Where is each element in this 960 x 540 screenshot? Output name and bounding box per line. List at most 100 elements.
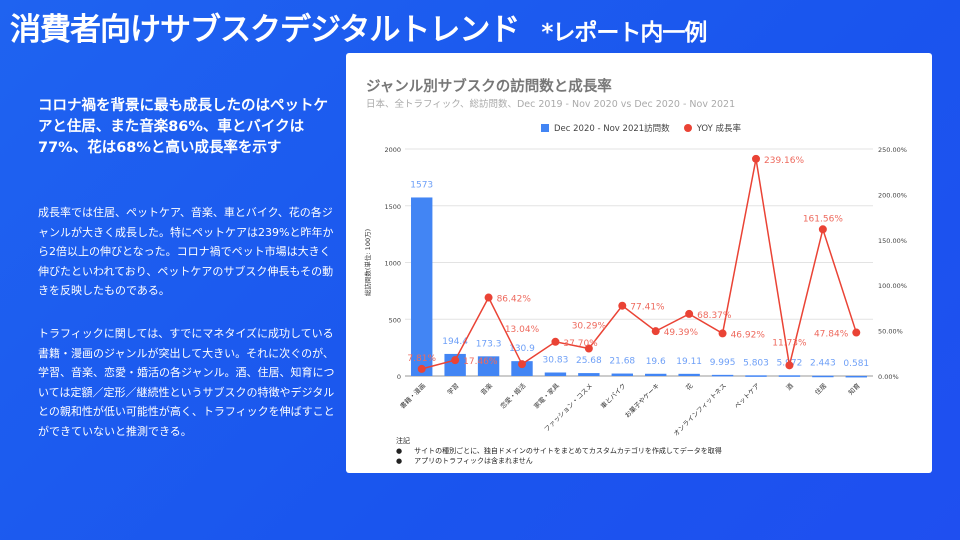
y-tick-label: 2000	[384, 146, 401, 154]
x-tick-label: 知育	[846, 381, 862, 397]
line-value-label: 46.92%	[731, 330, 766, 340]
x-tick-label: 住居	[813, 381, 829, 397]
line-value-label: 49.39%	[664, 328, 699, 338]
note-item: アプリのトラフィックは含まれません	[396, 456, 722, 466]
y2-tick-label: 50.00%	[878, 328, 903, 336]
line-value-label: 30.29%	[572, 321, 607, 331]
x-tick-label: 家電・家具	[531, 381, 561, 411]
line-point	[551, 337, 560, 346]
bar-value-label: 5.803	[743, 358, 769, 368]
line-point	[852, 328, 861, 337]
legend-line-label: YOY 成長率	[696, 124, 742, 134]
bar	[511, 361, 533, 376]
bar	[544, 372, 567, 376]
line-point	[718, 329, 727, 338]
y2-tick-label: 200.00%	[878, 191, 907, 199]
line-point	[618, 301, 627, 310]
x-tick-label: 花	[684, 381, 695, 392]
y-tick-label: 0	[397, 373, 401, 381]
bar-value-label: 25.68	[576, 356, 602, 366]
y-tick-label: 500	[389, 316, 401, 324]
title-note: *レポート内一例	[541, 20, 707, 46]
bar-value-label: 0.581	[843, 359, 869, 369]
x-tick-label: お菓子やケーキ	[623, 381, 662, 420]
legend-line: YOY 成長率	[683, 122, 742, 134]
bar	[678, 373, 700, 376]
bar	[411, 197, 433, 376]
line-value-label: 161.56%	[803, 214, 843, 224]
notes-heading: 注記	[396, 437, 410, 445]
legend-bar: Dec 2020 - Nov 2021訪問数	[541, 122, 670, 134]
line-value-label: 47.84%	[814, 330, 849, 340]
legend-bar-label: Dec 2020 - Nov 2021訪問数	[554, 124, 670, 134]
line-point	[417, 364, 426, 373]
bar-value-label: 1573	[410, 180, 433, 190]
legend-bar-swatch	[541, 124, 549, 132]
line-point	[785, 361, 794, 370]
line-value-label: 77.41%	[630, 303, 665, 313]
line-point	[651, 327, 660, 336]
line-point	[484, 293, 493, 302]
note-item: サイトの種別ごとに、独自ドメインのサイトをまとめてカスタムカテゴリを作成してデー…	[396, 446, 722, 456]
line-point	[685, 309, 694, 318]
y2-tick-label: 0.00%	[878, 373, 899, 381]
line-value-label: 13.04%	[505, 325, 540, 335]
line-point	[752, 154, 760, 163]
line-value-label: 68.37%	[697, 311, 732, 321]
line-value-label: 37.70%	[563, 339, 598, 349]
bar	[477, 356, 500, 376]
line-point	[818, 225, 827, 234]
bar-value-label: 130.9	[509, 344, 535, 354]
line-point	[518, 360, 526, 369]
bar	[745, 375, 767, 377]
bar	[444, 353, 466, 376]
line-point	[451, 356, 460, 365]
x-tick-label: 酒	[785, 381, 796, 392]
legend-line-swatch	[683, 124, 692, 132]
bar	[578, 373, 600, 376]
title-text: 消費者向けサブスクデジタルトレンド	[10, 12, 520, 48]
bar	[645, 373, 667, 376]
chart-title: ジャンル別サブスクの訪問数と成長率	[366, 79, 612, 95]
bar	[711, 374, 734, 377]
x-tick-label: ペットケア	[733, 381, 762, 410]
y2-tick-label: 250.00%	[878, 146, 907, 154]
bar-value-label: 21.68	[609, 357, 635, 367]
line-value-label: 11.73%	[772, 338, 807, 348]
paragraph-traffic: トラフィックに関しては、すでにマネタイズに成功している書籍・漫画のジャンルが突出…	[38, 327, 335, 438]
bar-value-label: 19.11	[676, 357, 702, 367]
chart-card: ジャンル別サブスクの訪問数と成長率 日本、全トラフィック、総訪問数、Dec 20…	[346, 53, 932, 473]
bar-value-label: 30.83	[543, 356, 569, 366]
headline: コロナ禍を背景に最も成長したのはペットケアと住居、また音楽86%、車とバイクは7…	[38, 98, 328, 156]
y-axis-label: 総訪問数(単位: 100万)	[363, 229, 372, 296]
y-tick-label: 1500	[384, 203, 401, 211]
bar-value-label: 9.995	[710, 358, 736, 368]
x-tick-label: 恋愛・婚活	[498, 381, 528, 411]
x-tick-label: 書籍・漫画	[398, 381, 427, 410]
bar-value-label: 19.6	[646, 357, 666, 367]
bar-value-label: 173.3	[476, 339, 502, 349]
x-tick-label: 学習	[445, 381, 461, 397]
chart-subtitle: 日本、全トラフィック、総訪問数、Dec 2019 - Nov 2020 vs D…	[366, 99, 736, 110]
bar	[611, 373, 633, 376]
bar	[812, 375, 834, 378]
bar-value-label: 194.4	[442, 337, 468, 347]
bar-value-label: 2.443	[810, 359, 836, 369]
bar	[845, 375, 867, 378]
chart-legend: Dec 2020 - Nov 2021訪問数 YOY 成長率	[541, 122, 741, 134]
x-tick-label: オンラインフィットネス	[672, 382, 728, 438]
paragraph-growth: 成長率では住居、ペットケア、音楽、車とバイク、花の各ジャンルが大きく成長した。特…	[38, 206, 334, 297]
notes: 注記 サイトの種別ごとに、独自ドメインのサイトをまとめてカスタムカテゴリを作成し…	[396, 436, 722, 466]
line-value-label: 7.81%	[407, 354, 436, 364]
line-point	[584, 344, 593, 353]
y2-tick-label: 100.00%	[878, 282, 907, 290]
y2-tick-label: 150.00%	[878, 237, 907, 245]
line-series	[421, 158, 857, 370]
line-value-label: 86.42%	[497, 295, 532, 305]
x-tick-label: 車とバイク	[598, 381, 627, 410]
line-value-label: 17.46%	[463, 357, 498, 367]
line-value-label: 239.16%	[764, 156, 804, 166]
chart-svg: 0 500 1000 1500 2000 0.00% 50.00% 100.00% 150.00…	[363, 146, 907, 438]
slide-title: 消費者向けサブスクデジタルトレンド *レポート内一例	[10, 4, 707, 49]
bar	[778, 375, 801, 377]
